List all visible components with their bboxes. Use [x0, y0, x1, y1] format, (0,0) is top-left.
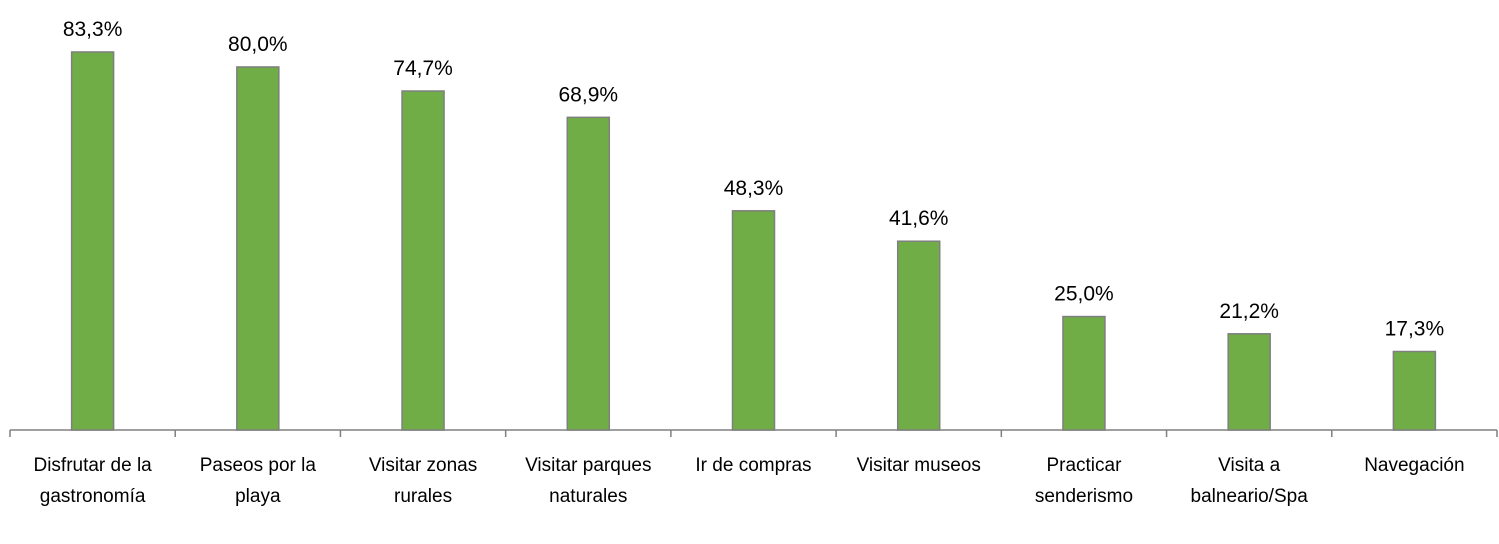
data-label: 68,9%: [559, 83, 619, 106]
x-tick-label-box: Disfrutar de la gastronomía: [33, 455, 152, 507]
x-tick-label-box: Paseos por la playa: [199, 455, 316, 507]
x-tick-label: Visita a balneario/Spa: [1190, 455, 1308, 507]
x-tick-label: Disfrutar de la gastronomía: [33, 455, 152, 507]
x-tick-label: Practicar senderismo: [1034, 455, 1134, 507]
x-tick-label-box: Visitar parques naturales: [525, 455, 652, 507]
bar: [1227, 333, 1271, 431]
x-tick-label-box: Visitar zonas rurales: [368, 455, 478, 507]
bar: [896, 240, 941, 431]
data-label: 25,0%: [1054, 283, 1114, 306]
bar: [236, 66, 280, 431]
x-tick-label: Visitar zonas rurales: [368, 455, 478, 507]
bar: [1062, 315, 1106, 431]
x-tick-label-box: Visitar museos: [856, 455, 981, 476]
data-label: 17,3%: [1385, 317, 1445, 340]
x-tick-label-box: Ir de compras: [695, 455, 812, 476]
x-tick-label-box: Navegación: [1364, 455, 1465, 476]
x-tick-label: Navegación: [1364, 455, 1465, 476]
data-label: 83,3%: [63, 18, 123, 41]
data-label: 41,6%: [889, 207, 949, 230]
x-tick-label-box: Practicar senderismo: [1034, 455, 1134, 507]
x-tick-label: Visitar parques naturales: [525, 455, 652, 507]
data-label: 21,2%: [1219, 300, 1279, 323]
x-tick-label: Visitar museos: [856, 455, 981, 476]
data-label: 74,7%: [393, 57, 453, 80]
data-label: 48,3%: [724, 177, 784, 200]
bar: [401, 90, 445, 431]
x-tick-label-box: Visita a balneario/Spa: [1190, 455, 1308, 507]
x-tick-label: Paseos por la playa: [199, 455, 316, 507]
bar: [566, 116, 611, 431]
bar: [731, 210, 776, 431]
x-tick-label: Ir de compras: [695, 455, 812, 476]
data-label: 80,0%: [228, 33, 288, 56]
bar: [1392, 350, 1437, 431]
bar: [70, 51, 115, 431]
